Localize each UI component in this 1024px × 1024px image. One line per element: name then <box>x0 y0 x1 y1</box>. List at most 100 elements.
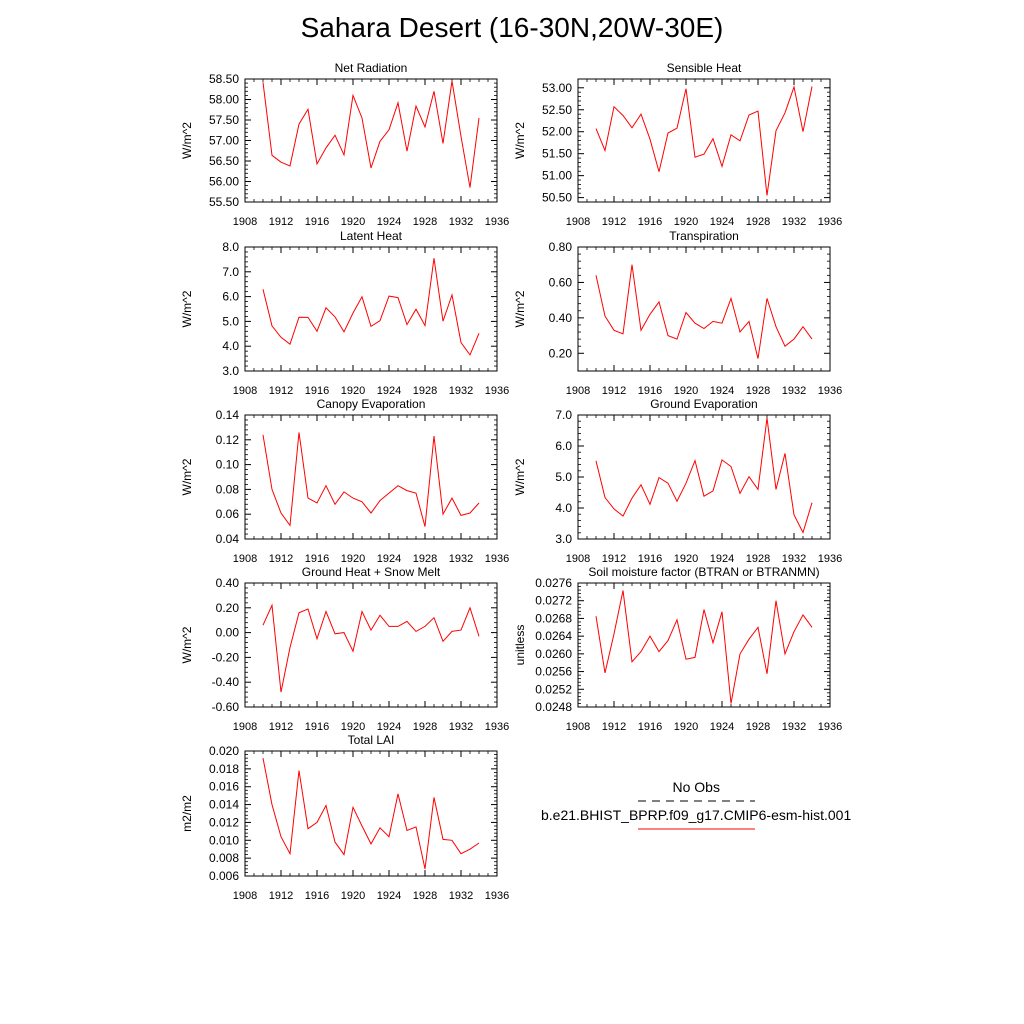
x-tick-label: 1932 <box>449 216 473 228</box>
series-line <box>595 264 813 359</box>
y-tick-label: 56.50 <box>209 154 239 168</box>
series-line <box>595 85 813 196</box>
x-tick-label: 1924 <box>710 385 734 397</box>
y-tick-label: 0.008 <box>209 851 239 865</box>
plot-frame <box>244 414 498 540</box>
series-line <box>595 418 813 534</box>
x-tick-label: 1908 <box>566 553 590 565</box>
x-tick-label: 1924 <box>710 216 734 228</box>
y-tick-label: 3.0 <box>555 532 572 546</box>
y-axis-label: W/m^2 <box>180 290 194 327</box>
y-tick-label: 56.00 <box>209 175 239 189</box>
y-tick-label: -0.20 <box>212 650 240 664</box>
x-tick-label: 1908 <box>566 385 590 397</box>
plot-frame <box>244 78 498 203</box>
x-tick-label: 1924 <box>377 721 401 733</box>
chart-total-lai: Total LAI m2/m2 1908 1912 1916 1920 1924 1928 19… <box>180 733 509 902</box>
plot-frame <box>244 750 498 877</box>
x-tick-label: 1928 <box>413 385 437 397</box>
y-tick-label: 4.0 <box>222 339 239 353</box>
y-tick-label: -0.40 <box>212 675 240 689</box>
y-tick-label: 0.020 <box>209 744 239 758</box>
x-tick-label: 1928 <box>413 216 437 228</box>
chart-ground-heat-snow-melt: Ground Heat + Snow Melt W/m^2 1908 1912 1916… <box>180 565 509 733</box>
y-tick-label: 0.0248 <box>535 700 572 714</box>
chart-title: Ground Evaporation <box>650 397 757 411</box>
y-tick-label: 0.40 <box>216 576 240 590</box>
x-tick-label: 1932 <box>449 385 473 397</box>
chart-title: Canopy Evaporation <box>317 397 426 411</box>
x-tick-label: 1920 <box>674 216 698 228</box>
chart-latent-heat: Latent Heat W/m^2 1908 1912 1916 1920 1924 1928… <box>180 229 509 397</box>
y-tick-label: 0.00 <box>216 626 240 640</box>
y-tick-label: 6.0 <box>222 290 239 304</box>
x-tick-label: 1928 <box>746 553 770 565</box>
y-tick-label: 0.006 <box>209 869 239 883</box>
y-tick-label: 51.00 <box>542 169 572 183</box>
y-tick-label: 0.20 <box>549 346 573 360</box>
y-tick-label: 55.50 <box>209 195 239 209</box>
x-tick-label: 1912 <box>269 890 293 902</box>
x-tick-label: 1908 <box>566 721 590 733</box>
plot-frame <box>244 582 498 708</box>
x-tick-label: 1932 <box>782 553 806 565</box>
x-tick-label: 1928 <box>413 890 437 902</box>
y-tick-label: 0.12 <box>216 433 240 447</box>
series-line <box>262 258 480 356</box>
y-axis-label: W/m^2 <box>513 122 527 159</box>
chart-title: Sensible Heat <box>667 61 742 75</box>
y-tick-label: 3.0 <box>222 364 239 378</box>
y-tick-label: 5.0 <box>555 470 572 484</box>
x-tick-label: 1908 <box>233 553 257 565</box>
y-axis-label: unitless <box>513 625 527 666</box>
chart-title: Latent Heat <box>340 229 403 243</box>
y-tick-label: 0.0264 <box>535 629 572 643</box>
y-axis-label: W/m^2 <box>513 458 527 495</box>
x-tick-label: 1936 <box>485 216 509 228</box>
x-tick-label: 1916 <box>305 553 329 565</box>
y-tick-label: 8.0 <box>222 240 239 254</box>
y-tick-label: 0.018 <box>209 762 239 776</box>
y-tick-label: 51.50 <box>542 147 572 161</box>
chart-title: Transpiration <box>669 229 739 243</box>
x-tick-label: 1924 <box>377 890 401 902</box>
y-tick-label: 0.0276 <box>535 576 572 590</box>
x-tick-label: 1936 <box>485 890 509 902</box>
y-tick-label: 0.0260 <box>535 647 572 661</box>
y-tick-label: 7.0 <box>555 408 572 422</box>
y-tick-label: 7.0 <box>222 265 239 279</box>
x-tick-label: 1916 <box>638 385 662 397</box>
x-tick-label: 1920 <box>341 216 365 228</box>
x-tick-label: 1916 <box>305 385 329 397</box>
x-tick-label: 1920 <box>674 553 698 565</box>
x-tick-label: 1936 <box>818 216 842 228</box>
y-tick-label: 4.0 <box>555 501 572 515</box>
x-tick-label: 1908 <box>233 721 257 733</box>
y-tick-label: 0.04 <box>216 532 240 546</box>
y-axis-label: W/m^2 <box>513 290 527 327</box>
y-tick-label: 50.50 <box>542 191 572 205</box>
x-tick-label: 1908 <box>566 216 590 228</box>
y-tick-label: 52.50 <box>542 103 572 117</box>
chart-title: Ground Heat + Snow Melt <box>302 565 441 579</box>
x-tick-label: 1928 <box>413 553 437 565</box>
chart-title: Net Radiation <box>335 61 408 75</box>
x-tick-label: 1920 <box>341 890 365 902</box>
x-tick-label: 1920 <box>674 385 698 397</box>
x-tick-label: 1908 <box>233 890 257 902</box>
legend-label-model-run: b.e21.BHIST_BPRP.f09_g17.CMIP6-esm-hist.… <box>541 807 852 823</box>
x-tick-label: 1936 <box>818 553 842 565</box>
y-tick-label: 0.016 <box>209 780 239 794</box>
y-tick-label: 0.60 <box>549 275 573 289</box>
series-line <box>262 603 480 693</box>
y-tick-label: 0.10 <box>216 458 240 472</box>
x-tick-label: 1920 <box>341 721 365 733</box>
y-tick-label: 0.08 <box>216 482 240 496</box>
y-tick-label: 0.0272 <box>535 594 572 608</box>
chart-net-radiation: Net Radiation W/m^2 1908 1912 1916 1920 1924 19… <box>180 61 509 228</box>
y-tick-label: 0.0252 <box>535 682 572 696</box>
y-tick-label: 52.00 <box>542 125 572 139</box>
y-tick-label: 57.50 <box>209 113 239 127</box>
x-tick-label: 1936 <box>485 721 509 733</box>
x-tick-label: 1916 <box>305 721 329 733</box>
